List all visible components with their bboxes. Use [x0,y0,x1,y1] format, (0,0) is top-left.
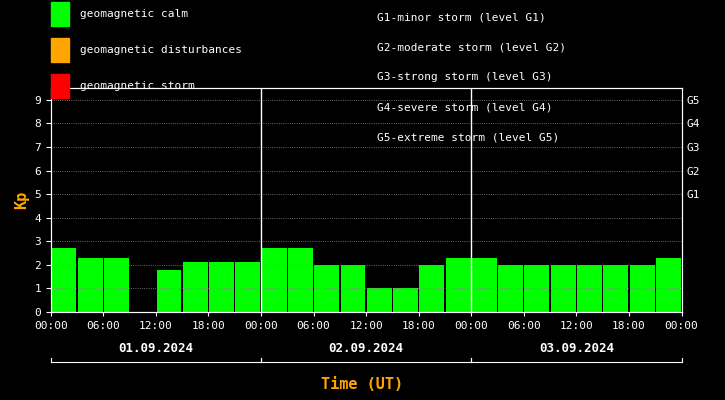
Bar [551,265,576,312]
Text: geomagnetic disturbances: geomagnetic disturbances [80,45,241,55]
Bar [577,265,602,312]
Bar [603,265,629,312]
Bar [314,265,339,312]
Text: geomagnetic storm: geomagnetic storm [80,81,194,91]
Bar [419,265,444,312]
Bar [524,265,550,312]
Bar [236,262,260,312]
Bar [367,288,392,312]
Bar [288,248,313,312]
Bar [209,262,234,312]
Bar [446,258,471,312]
Bar [629,265,655,312]
Text: 03.09.2024: 03.09.2024 [539,342,614,354]
Bar [341,265,365,312]
Text: G5-extreme storm (level G5): G5-extreme storm (level G5) [377,132,559,142]
Bar [183,262,208,312]
Bar [104,258,129,312]
Text: G2-moderate storm (level G2): G2-moderate storm (level G2) [377,42,566,52]
Text: G4-severe storm (level G4): G4-severe storm (level G4) [377,102,552,112]
Text: geomagnetic calm: geomagnetic calm [80,9,188,19]
Bar [472,258,497,312]
Bar [78,258,103,312]
Y-axis label: Kp: Kp [14,191,29,209]
Bar [393,288,418,312]
Text: 02.09.2024: 02.09.2024 [328,342,404,354]
Bar [262,248,286,312]
Text: 01.09.2024: 01.09.2024 [118,342,194,354]
Bar [656,258,681,312]
Text: G1-minor storm (level G1): G1-minor storm (level G1) [377,12,546,22]
Bar [51,248,76,312]
Bar [498,265,523,312]
Text: G3-strong storm (level G3): G3-strong storm (level G3) [377,72,552,82]
Text: Time (UT): Time (UT) [321,377,404,392]
Bar [157,270,181,312]
